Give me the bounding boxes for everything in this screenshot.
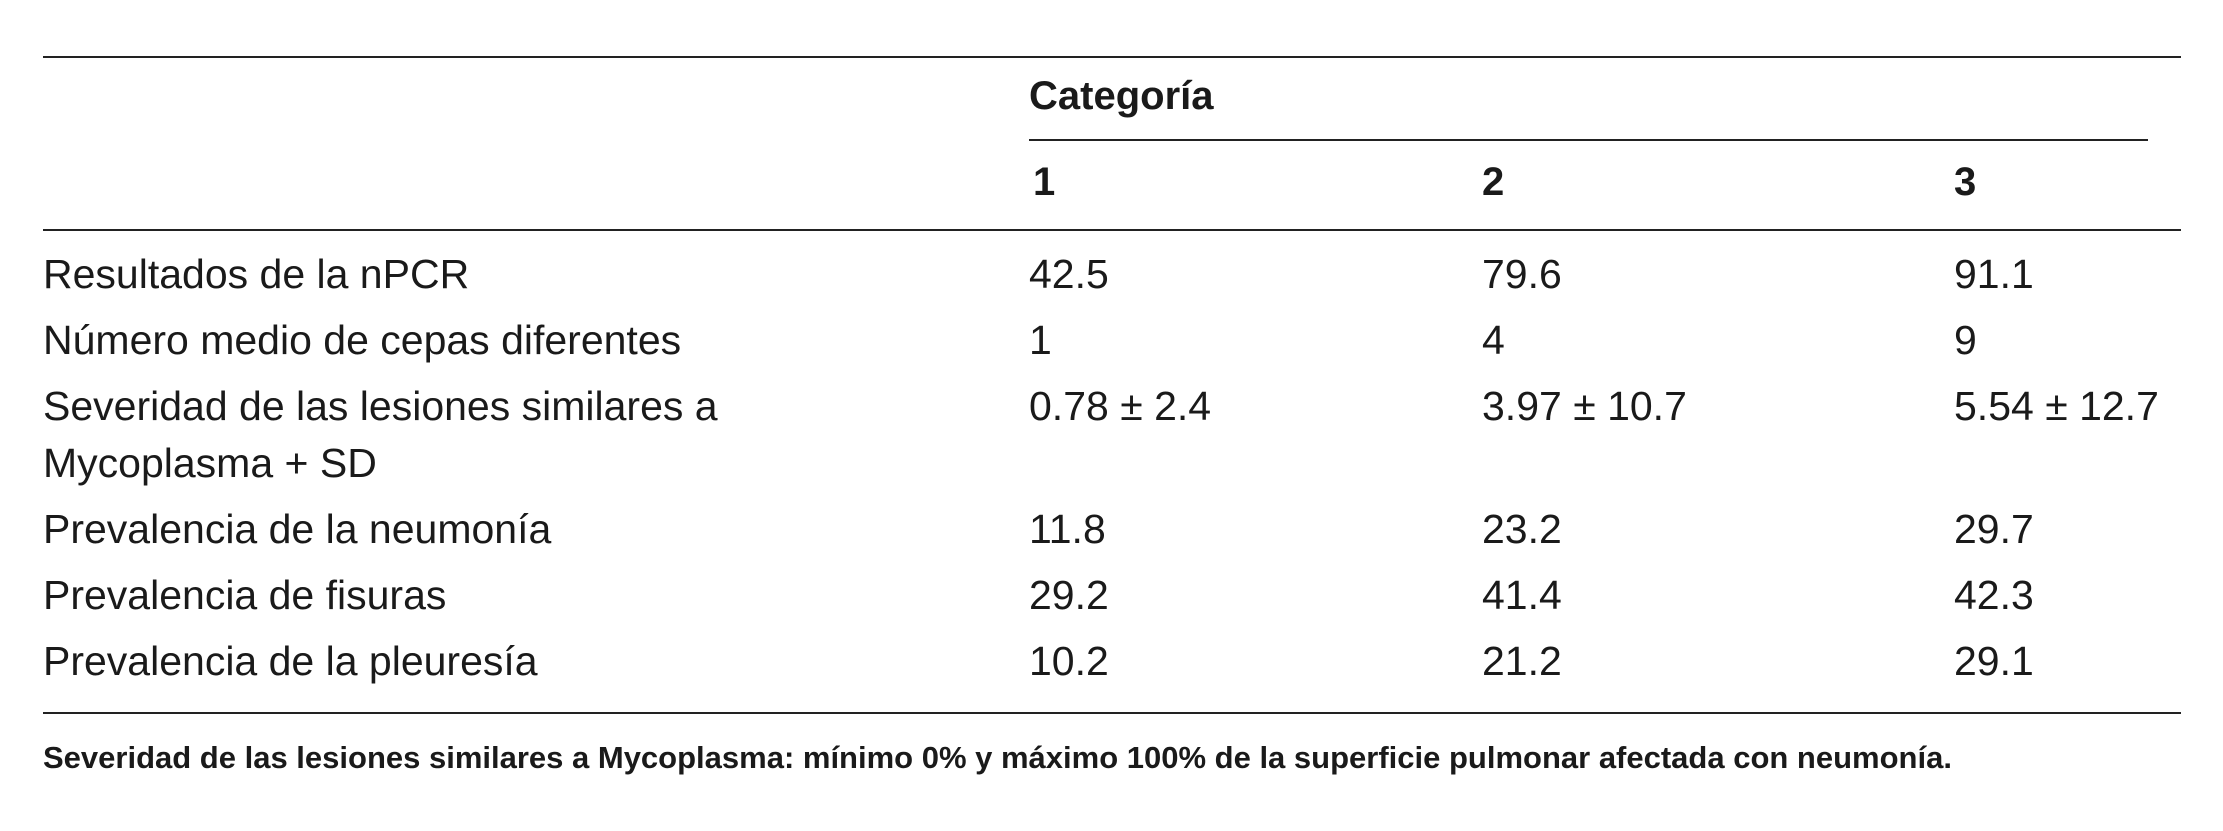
row-label: Severidad de las lesiones similares a My… (43, 383, 718, 486)
cell-value: 3.97 ± 10.7 (1482, 383, 1687, 429)
table-row: Severidad de las lesiones similares a My… (43, 374, 2183, 497)
cell-value: 91.1 (1954, 251, 2034, 297)
table-body: Resultados de la nPCR 42.5 79.6 91.1 Número … (43, 242, 2183, 695)
cell-value: 21.2 (1482, 638, 1562, 684)
bottom-rule (43, 712, 2181, 714)
column-header: 3 (1954, 160, 1977, 204)
footnote: Severidad de las lesiones similares a My… (43, 740, 1952, 775)
column-header: 1 (1033, 160, 1056, 204)
table-row: Prevalencia de la neumonía 11.8 23.2 29.7 (43, 497, 2183, 563)
cell-value: 9 (1954, 317, 1977, 363)
row-label: Prevalencia de la neumonía (43, 506, 552, 552)
row-label: Número medio de cepas diferentes (43, 317, 682, 363)
cell-value: 5.54 ± 12.7 (1954, 383, 2159, 429)
cell-value: 42.5 (1029, 251, 1109, 297)
column-header: 2 (1482, 160, 1505, 204)
table-row: Prevalencia de fisuras 29.2 41.4 42.3 (43, 563, 2183, 629)
cell-value: 0.78 ± 2.4 (1029, 383, 1212, 429)
table-row: Prevalencia de la pleuresía 10.2 21.2 29.1 (43, 629, 2183, 695)
header-rule (43, 229, 2181, 231)
table-row: Resultados de la nPCR 42.5 79.6 91.1 (43, 242, 2183, 308)
cell-value: 41.4 (1482, 572, 1562, 618)
cell-value: 29.2 (1029, 572, 1109, 618)
cell-value: 1 (1029, 317, 1052, 363)
row-label: Resultados de la nPCR (43, 251, 470, 297)
top-rule (43, 56, 2181, 58)
group-rule (1029, 139, 2148, 141)
cell-value: 11.8 (1029, 506, 1106, 552)
cell-value: 4 (1482, 317, 1505, 363)
group-header: Categoría (1029, 74, 1214, 118)
cell-value: 23.2 (1482, 506, 1562, 552)
row-label: Prevalencia de fisuras (43, 572, 447, 618)
cell-value: 29.7 (1954, 506, 2034, 552)
cell-value: 10.2 (1029, 638, 1109, 684)
cell-value: 79.6 (1482, 251, 1562, 297)
table-row: Número medio de cepas diferentes 1 4 9 (43, 308, 2183, 374)
row-label: Prevalencia de la pleuresía (43, 638, 538, 684)
cell-value: 29.1 (1954, 638, 2034, 684)
cell-value: 42.3 (1954, 572, 2034, 618)
